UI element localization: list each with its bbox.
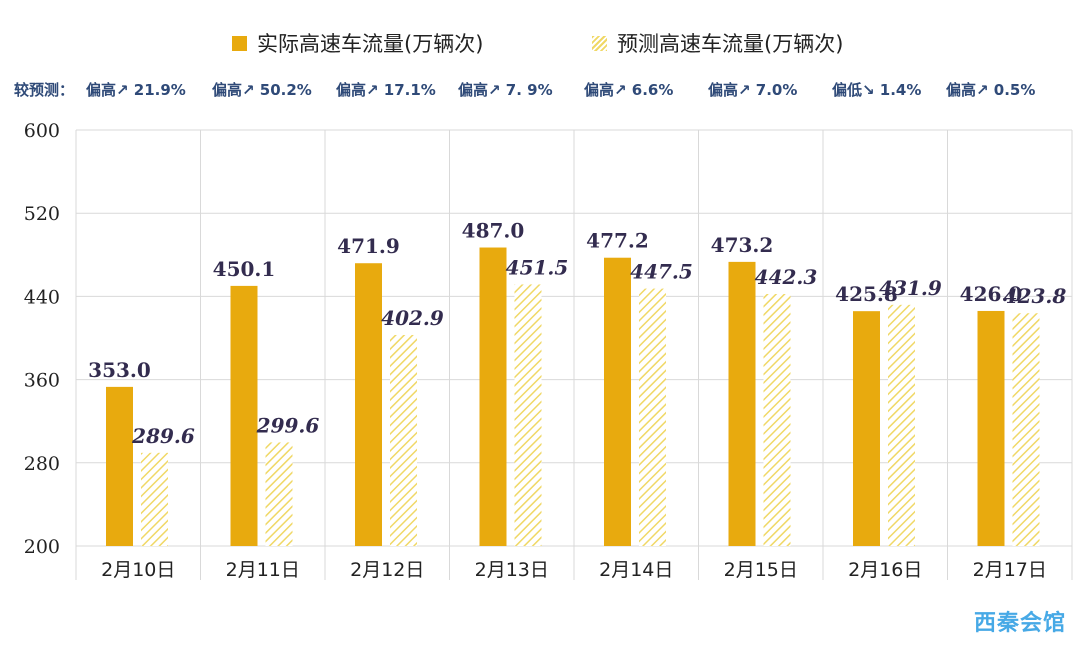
y-tick-label: 600 bbox=[24, 120, 60, 142]
legend-swatch-actual bbox=[232, 35, 247, 51]
data-label-actual: 473.2 bbox=[711, 233, 774, 257]
y-tick-label: 200 bbox=[24, 536, 60, 558]
bar-actual bbox=[977, 310, 1005, 546]
x-tick-label: 2月17日 bbox=[973, 559, 1047, 581]
comparison-item: 偏高↗ 7.0% bbox=[708, 81, 798, 99]
comparison-item: 偏高↗ 7. 9% bbox=[458, 81, 553, 99]
watermark-logo: 西秦会馆 bbox=[973, 611, 1066, 636]
comparison-item: 偏高↗ 50.2% bbox=[212, 81, 312, 99]
legend-label-actual: 实际高速车流量(万辆次) bbox=[257, 32, 484, 56]
legend-item-forecast: 预测高速车流量(万辆次) bbox=[592, 28, 843, 58]
bar-forecast bbox=[1012, 313, 1040, 546]
data-label-actual: 471.9 bbox=[337, 234, 400, 258]
bar-actual bbox=[479, 247, 507, 546]
legend: 实际高速车流量(万辆次) 预测高速车流量(万辆次) bbox=[0, 28, 1080, 62]
bar-forecast bbox=[265, 442, 293, 546]
comparison-item: 偏高↗ 6.6% bbox=[584, 81, 674, 99]
comparison-item: 偏高↗ 0.5% bbox=[946, 81, 1036, 99]
y-tick-label: 280 bbox=[24, 453, 60, 475]
data-label-actual: 353.0 bbox=[88, 358, 151, 382]
legend-label-forecast: 预测高速车流量(万辆次) bbox=[617, 32, 844, 56]
data-label-forecast: 299.6 bbox=[256, 413, 320, 437]
x-tick-label: 2月15日 bbox=[724, 559, 798, 581]
grid bbox=[75, 129, 1073, 580]
value-labels: 353.0 289.6 450.1 299.6 471.9 402.9 487.0 451.5… bbox=[88, 219, 1066, 448]
y-tick-label: 520 bbox=[24, 203, 60, 225]
bar-actual bbox=[728, 261, 756, 546]
data-label-forecast: 402.9 bbox=[381, 306, 444, 330]
bar-actual bbox=[853, 311, 880, 546]
data-label-actual: 425.8 bbox=[835, 282, 898, 306]
bar-actual bbox=[604, 257, 631, 546]
x-tick-label: 2月14日 bbox=[599, 559, 673, 581]
data-label-forecast: 423.8 bbox=[1004, 284, 1067, 308]
y-tick-label: 360 bbox=[24, 370, 60, 392]
bar-actual bbox=[230, 285, 258, 546]
legend-swatch-forecast bbox=[592, 35, 607, 51]
data-label-actual: 450.1 bbox=[213, 257, 276, 281]
bar-forecast bbox=[639, 288, 666, 546]
data-label-forecast: 451.5 bbox=[506, 255, 569, 279]
x-tick-label: 2月12日 bbox=[350, 559, 424, 581]
data-label-actual: 477.2 bbox=[586, 229, 649, 253]
y-axis: 200 280 360 440 520 600 bbox=[24, 120, 60, 558]
y-tick-label: 440 bbox=[24, 286, 60, 308]
comparison-prefix: 较预测： bbox=[14, 81, 75, 99]
data-label-actual: 426.0 bbox=[960, 282, 1023, 306]
data-label-forecast: 447.5 bbox=[630, 260, 693, 284]
data-label-actual: 487.0 bbox=[462, 219, 525, 243]
comparison-item: 偏高↗ 21.9% bbox=[86, 81, 186, 99]
bar-actual bbox=[106, 386, 133, 546]
x-tick-label: 2月16日 bbox=[848, 559, 922, 581]
bar-forecast bbox=[888, 304, 915, 546]
x-tick-label: 2月10日 bbox=[101, 559, 175, 581]
x-axis: 2月10日 2月11日 2月12日 2月13日 2月14日 2月15日 2月16日 2月17日 bbox=[101, 559, 1047, 581]
bar-forecast bbox=[763, 294, 791, 546]
bars bbox=[106, 247, 1040, 546]
comparison-row: 较预测： 偏高↗ 21.9% 偏高↗ 50.2% 偏高↗ 17.1% 偏高↗ 7… bbox=[0, 77, 1080, 101]
x-tick-label: 2月11日 bbox=[226, 559, 300, 581]
data-label-forecast: 442.3 bbox=[755, 265, 818, 289]
x-tick-label: 2月13日 bbox=[475, 559, 549, 581]
bar-actual bbox=[355, 263, 382, 546]
data-label-forecast: 289.6 bbox=[131, 424, 195, 448]
bar-forecast bbox=[390, 334, 417, 546]
legend-item-actual: 实际高速车流量(万辆次) bbox=[232, 28, 483, 58]
bar-forecast bbox=[514, 284, 542, 546]
data-label-forecast: 431.9 bbox=[879, 276, 942, 300]
comparison-item: 偏低↘ 1.4% bbox=[832, 81, 922, 99]
comparison-item: 偏高↗ 17.1% bbox=[336, 81, 436, 99]
bar-forecast bbox=[141, 452, 168, 546]
